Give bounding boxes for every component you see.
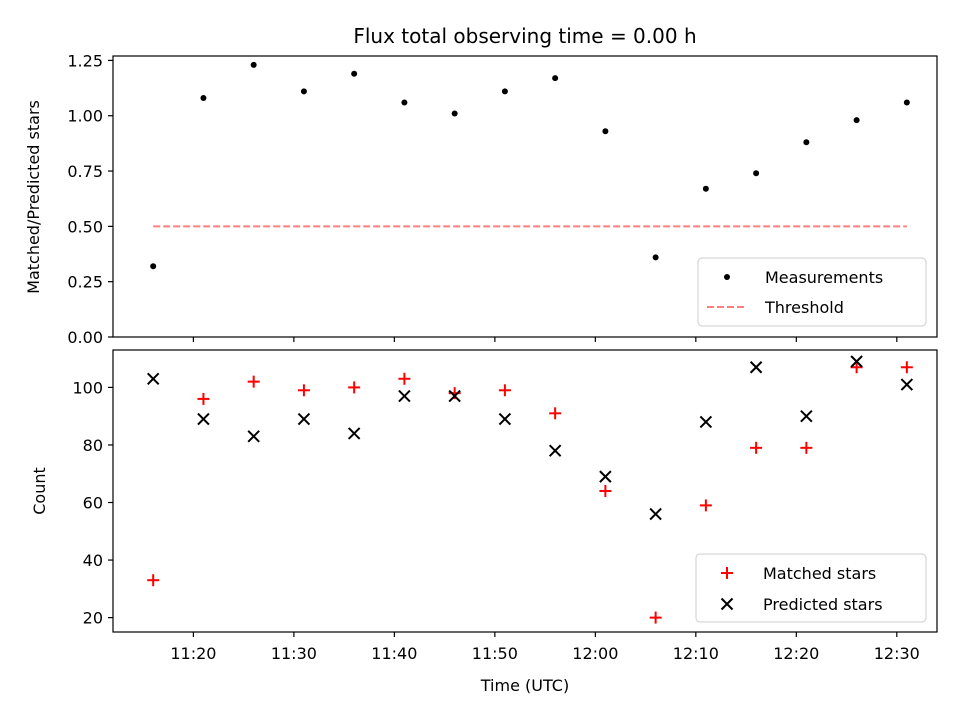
chart-title: Flux total observing time = 0.00 h	[353, 24, 696, 48]
matched-stars-point	[850, 361, 863, 374]
count-y-tick-label: 20	[83, 609, 103, 628]
count-x-tick-label: 11:40	[371, 644, 417, 663]
ratio-y-tick-label: 0.50	[67, 217, 103, 236]
ratio-y-tick-label: 1.00	[67, 107, 103, 126]
measurement-point	[652, 254, 659, 261]
count-x-ticks: 11:20 11:30 11:40 11:50 12:00 12:10 12:20 12:30	[170, 632, 920, 663]
matched-stars-point	[549, 407, 562, 420]
count-y-tick-label: 100	[72, 378, 103, 397]
measurement-point	[803, 139, 810, 146]
predicted-stars-point	[297, 412, 311, 426]
predicted-stars-point	[749, 361, 763, 374]
ratio-y-ticks: 0.00 0.25 0.50 0.75 1.00 1.25	[67, 51, 113, 347]
predicted-stars-point	[146, 372, 160, 385]
matched-stars-point	[750, 441, 763, 454]
measurement-point	[552, 75, 559, 82]
predicted-stars-point	[398, 389, 411, 403]
matched-stars-point	[348, 381, 361, 394]
ratio-y-tick-label: 1.25	[67, 51, 103, 70]
predicted-stars-point	[448, 389, 461, 403]
measurement-point	[451, 110, 458, 117]
ratio-legend-box	[697, 257, 927, 327]
legend-matched-marker	[721, 567, 733, 579]
count-legend: Matched stars Predicted stars	[695, 553, 927, 623]
count-x-tick-label: 12:10	[673, 644, 719, 663]
count-x-tick-label: 11:30	[271, 644, 317, 663]
x-axis-label: Time (UTC)	[480, 676, 569, 695]
count-x-tick-label: 12:30	[874, 644, 920, 663]
count-x-tick-label: 11:20	[170, 644, 216, 663]
ratio-series-layer	[150, 61, 910, 270]
count-legend-box	[695, 553, 927, 623]
matched-stars-point	[649, 611, 662, 624]
count-y-axis-label: Count	[30, 467, 49, 515]
count-y-tick-label: 80	[83, 436, 103, 455]
predicted-stars-point	[197, 412, 210, 426]
measurement-point	[702, 185, 709, 192]
count-axes-frame	[112, 349, 938, 633]
measurement-point	[853, 117, 860, 124]
predicted-stars-point	[699, 415, 713, 429]
measurement-point	[903, 99, 910, 106]
predicted-stars-point	[800, 409, 813, 423]
legend-matched-label: Matched stars	[763, 564, 876, 583]
predicted-stars-point	[548, 444, 562, 457]
measurement-point	[351, 70, 358, 77]
legend-predicted-marker	[720, 597, 734, 611]
ratio-y-axis-label: Matched/Predicted stars	[24, 100, 43, 294]
count-y-tick-label: 60	[83, 494, 103, 513]
predicted-stars-point	[649, 507, 662, 521]
legend-measurement-marker	[724, 274, 730, 280]
predicted-stars-point	[599, 470, 612, 483]
measurement-point	[200, 95, 207, 102]
ratio-axes-frame	[112, 55, 938, 338]
legend-measurements-label: Measurements	[765, 268, 883, 287]
legend-threshold-label: Threshold	[764, 298, 844, 317]
predicted-stars-point	[247, 430, 260, 443]
count-x-tick-label: 11:50	[472, 644, 518, 663]
matched-stars-point	[800, 441, 813, 454]
measurement-point	[501, 88, 508, 95]
predicted-stars-point	[850, 355, 863, 368]
ratio-y-tick-label: 0.75	[67, 162, 103, 181]
measurement-point	[753, 170, 760, 177]
count-series-layer	[146, 355, 914, 624]
matched-stars-point	[247, 375, 260, 388]
matched-stars-point	[297, 384, 310, 397]
measurement-point	[602, 128, 609, 135]
count-x-tick-label: 12:20	[773, 644, 819, 663]
predicted-stars-point	[347, 427, 361, 440]
count-y-tick-label: 40	[83, 551, 103, 570]
matched-stars-point	[599, 485, 612, 497]
ratio-panel: 0.00 0.25 0.50 0.75 1.00 1.25 Matched/Predict…	[24, 51, 938, 347]
matched-stars-point	[398, 372, 411, 385]
ratio-x-ticks	[192, 337, 898, 342]
measurement-point	[250, 61, 257, 68]
measurement-point	[401, 99, 408, 106]
measurement-point	[150, 263, 157, 270]
count-panel: 20 40 60 80 100 11:20 11:30 11:40 11:50 12:00 12:…	[30, 349, 938, 695]
matched-stars-point	[498, 384, 511, 397]
matched-stars-point	[699, 499, 712, 512]
count-y-ticks: 20 40 60 80 100	[72, 378, 113, 628]
ratio-y-tick-label: 0.25	[67, 273, 103, 292]
matched-stars-point	[147, 574, 160, 587]
measurement-point	[300, 88, 307, 95]
matched-stars-point	[197, 392, 210, 405]
legend-predicted-label: Predicted stars	[763, 595, 883, 614]
matched-stars-point	[900, 361, 913, 374]
predicted-stars-point	[900, 378, 914, 391]
predicted-stars-point	[498, 412, 512, 426]
count-x-tick-label: 12:00	[572, 644, 618, 663]
ratio-y-tick-label: 0.00	[67, 328, 103, 347]
ratio-legend: Measurements Threshold	[697, 257, 927, 327]
